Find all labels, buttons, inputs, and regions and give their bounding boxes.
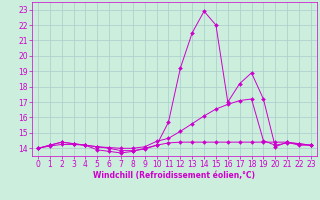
X-axis label: Windchill (Refroidissement éolien,°C): Windchill (Refroidissement éolien,°C) [93, 171, 255, 180]
